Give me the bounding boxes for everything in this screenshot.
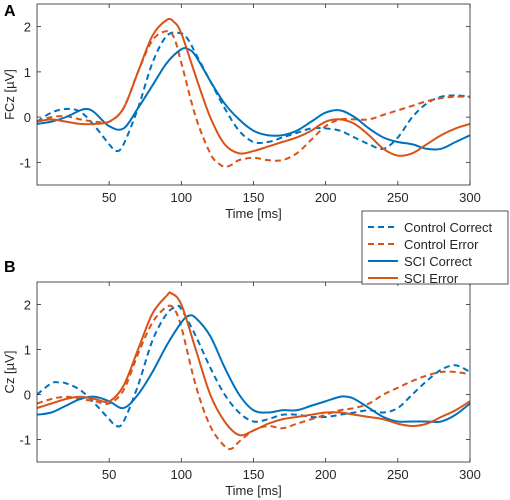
series-line-sci-correct — [37, 314, 470, 423]
series-line-sci-error — [37, 17, 470, 157]
series-line-sci-error — [37, 291, 470, 437]
x-tick-label: 300 — [459, 190, 481, 205]
axes-box — [36, 3, 471, 186]
y-tick-label: 2 — [24, 298, 31, 313]
x-tick-label: 150 — [243, 467, 265, 482]
x-tick-label: 250 — [387, 190, 409, 205]
series-group — [37, 291, 470, 451]
x-tick-label: 100 — [170, 190, 192, 205]
y-tick-label: 1 — [24, 343, 31, 358]
x-axis-title: Time [ms] — [225, 483, 282, 498]
x-tick-label: 200 — [315, 467, 337, 482]
y-tick-label: 1 — [24, 65, 31, 80]
series-line-control-correct — [37, 304, 470, 428]
x-tick-label: 200 — [315, 190, 337, 205]
y-tick-label: 0 — [24, 110, 31, 125]
series-line-control-error — [37, 304, 470, 451]
panel-B: B 50 100 150 200 250 300 -1 0 1 2 Time [ms] Cz [µV] — [2, 259, 481, 498]
x-tick-label: 300 — [459, 467, 481, 482]
legend-entry-label: SCI Error — [404, 271, 459, 286]
series-line-control-correct — [37, 31, 470, 153]
y-tick-label: -1 — [19, 155, 31, 170]
y-tick-label: -1 — [19, 433, 31, 448]
panel-A: A 50 100 150 200 250 300 -1 0 1 2 Time [ms] FCz [µV] — [2, 3, 481, 221]
series-group — [37, 17, 470, 168]
panel-letter: A — [4, 3, 16, 20]
panel-letter: B — [4, 259, 16, 276]
legend-entry-label: Control Correct — [404, 220, 493, 235]
series-line-sci-correct — [37, 46, 470, 151]
legend: Control Correct Control Error SCI Correct S… — [361, 210, 509, 286]
y-axis-title: FCz [µV] — [2, 69, 17, 120]
legend-entry-label: SCI Correct — [404, 254, 472, 269]
y-axis-title: Cz [µV] — [2, 351, 17, 394]
x-tick-label: 150 — [243, 190, 265, 205]
series-line-control-error — [37, 30, 470, 168]
axes-box — [36, 281, 471, 463]
x-tick-label: 50 — [102, 467, 116, 482]
x-tick-label: 100 — [170, 467, 192, 482]
legend-entry-label: Control Error — [404, 237, 479, 252]
y-tick-label: 2 — [24, 20, 31, 35]
y-tick-label: 0 — [24, 388, 31, 403]
x-tick-label: 250 — [387, 467, 409, 482]
legend-box — [361, 210, 509, 285]
x-tick-label: 50 — [102, 190, 116, 205]
x-axis-title: Time [ms] — [225, 206, 282, 221]
